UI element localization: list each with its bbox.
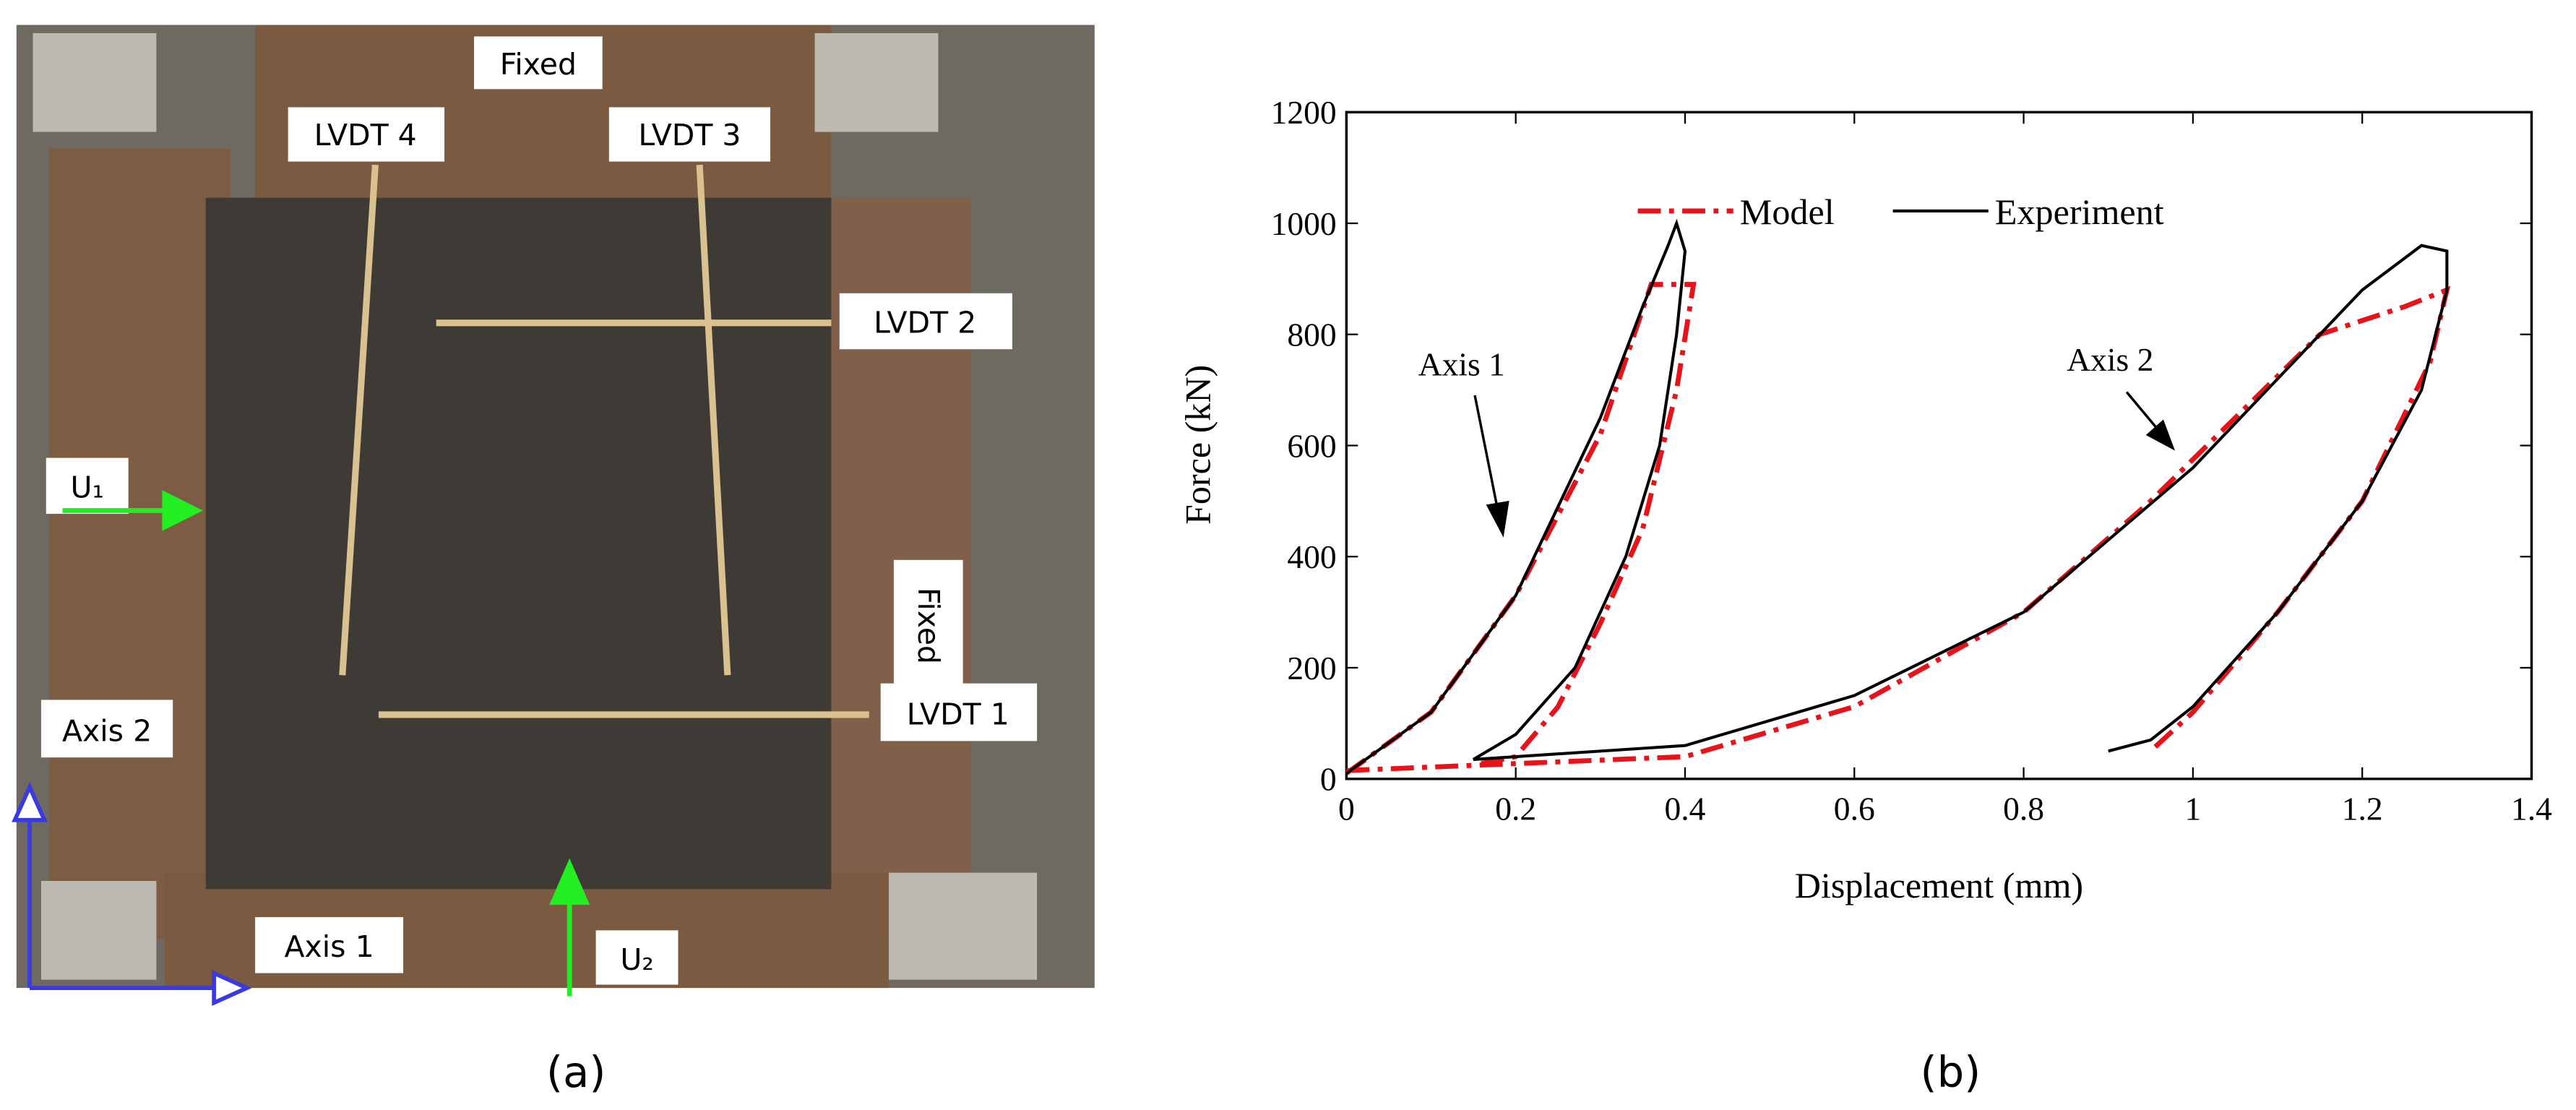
label-boxes [40, 36, 1038, 985]
legend-label: Model [1740, 192, 1835, 232]
x-tick-label: 0.8 [2003, 791, 2044, 827]
caption: (a) [546, 1047, 606, 1097]
label: Fixed [911, 588, 946, 664]
annotation: Axis 1 [1418, 346, 1505, 383]
y-tick-label: 1000 [1271, 205, 1337, 242]
label: U₂ [620, 942, 653, 977]
caption: (b) [1920, 1047, 1981, 1097]
corner [889, 872, 1038, 980]
label: LVDT 1 [907, 697, 1009, 732]
x-tick-label: 0.2 [1495, 791, 1536, 827]
load-arrows [62, 490, 590, 997]
x-tick-label: 0.4 [1665, 791, 1706, 827]
chart: Force (kN) Displacement (mm) Axis 1 Axis… [1177, 94, 2552, 1097]
label: Fixed [500, 47, 577, 82]
y-tick-label: 800 [1287, 317, 1336, 353]
left-block [49, 148, 231, 939]
corner [40, 881, 157, 980]
annotation: Axis 2 [2067, 341, 2153, 378]
corner [33, 33, 157, 132]
series-line [1345, 218, 2449, 775]
corner [814, 33, 939, 132]
photo-panel: Fixed LVDT 4 LVDT 3 LVDT 2 U₁ Fixed LVDT… [12, 25, 1095, 1097]
series-line [1345, 282, 2451, 775]
x-axis-label: Displacement (mm) [1795, 865, 2083, 905]
x-tick-label: 0.6 [1834, 791, 1875, 827]
annotation-arrows [1473, 391, 2176, 538]
x-tick-label: 1.2 [2342, 791, 2383, 827]
lvdt-rods [339, 164, 869, 718]
label: Axis 1 [284, 929, 374, 964]
x-tick-label: 1 [2184, 791, 2201, 827]
x-tick-label: 1.4 [2511, 791, 2552, 827]
y-tick-label: 200 [1287, 650, 1336, 687]
label: LVDT 4 [314, 118, 417, 152]
y-tick-label: 0 [1320, 761, 1337, 798]
x-tick-label: 0 [1338, 791, 1355, 827]
legend-label: Experiment [1995, 192, 2164, 232]
label: LVDT 2 [874, 305, 976, 340]
axes-arrows [12, 782, 252, 1007]
label: LVDT 3 [638, 118, 741, 152]
y-tick-label: 400 [1287, 538, 1336, 575]
label: Axis 2 [62, 713, 152, 748]
label: U₁ [71, 470, 104, 504]
y-tick-label: 1200 [1271, 94, 1337, 131]
brick-panel [205, 197, 832, 890]
y-axis-label: Force (kN) [1177, 365, 1218, 525]
y-tick-label: 600 [1287, 427, 1336, 464]
